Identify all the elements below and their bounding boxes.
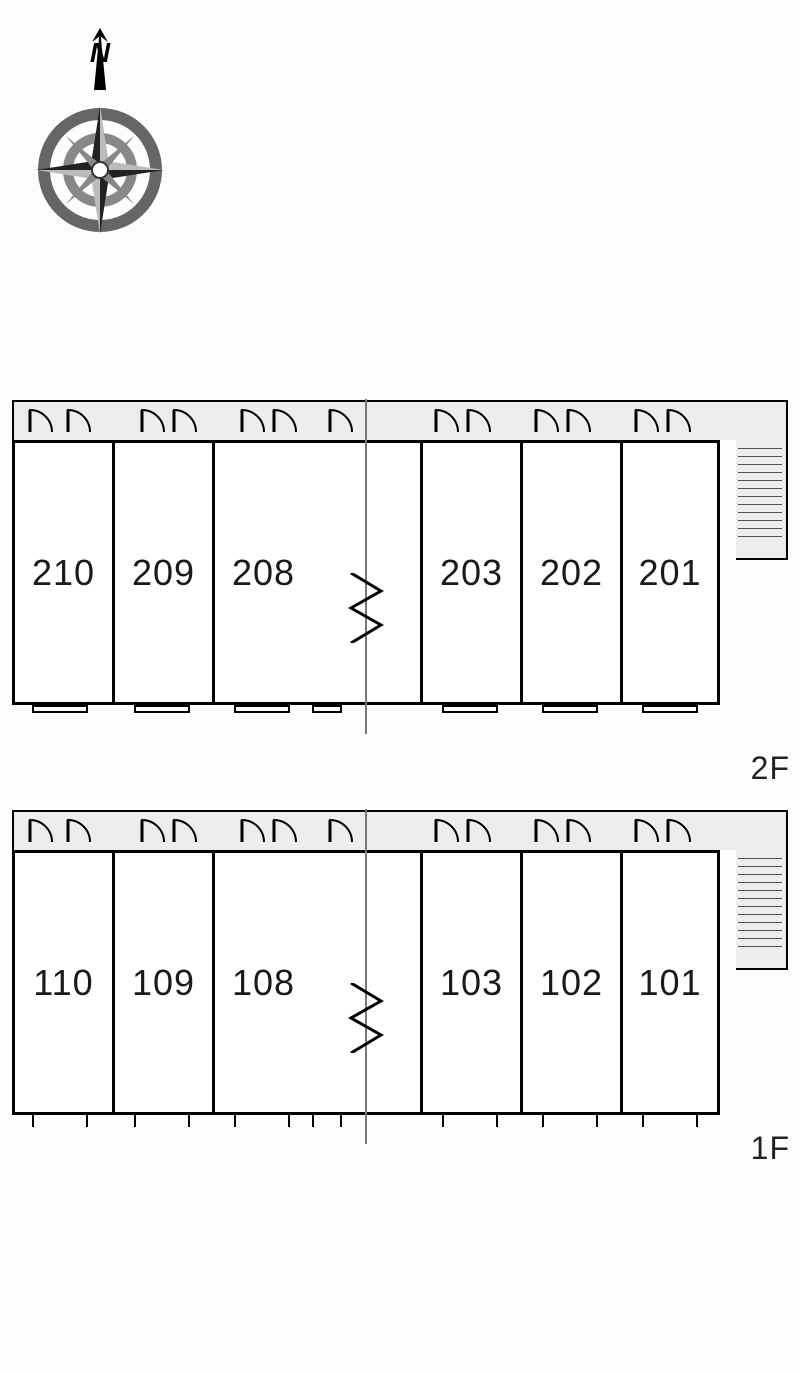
stair-2f <box>736 400 788 560</box>
room-109: 109 <box>112 850 212 1115</box>
rooms-1f: 110 109 108 103 102 101 <box>12 850 720 1115</box>
door-icon <box>666 406 694 434</box>
room-110: 110 <box>12 850 112 1115</box>
tick-icon <box>32 1115 88 1127</box>
compass-n-label: N <box>90 37 111 68</box>
balcony-icon <box>642 705 698 713</box>
balcony-icon <box>542 705 598 713</box>
room-label: 210 <box>32 552 95 594</box>
door-icon <box>328 816 356 844</box>
floor-label-1f: 1F <box>751 1130 790 1167</box>
door-icon <box>140 816 168 844</box>
room-103: 103 <box>420 850 520 1115</box>
break-mark-icon <box>341 983 391 1053</box>
tick-icon <box>312 1115 342 1127</box>
door-icon <box>434 816 462 844</box>
ticks-1f <box>12 1115 720 1139</box>
door-icon <box>328 406 356 434</box>
door-icon <box>534 406 562 434</box>
stair-lines-icon <box>738 448 782 558</box>
tick-icon <box>134 1115 190 1127</box>
room-102: 102 <box>520 850 620 1115</box>
room-208: 208 <box>212 440 312 705</box>
door-icon <box>240 816 268 844</box>
door-icon <box>272 816 300 844</box>
door-icon <box>666 816 694 844</box>
room-label: 208 <box>232 552 295 594</box>
room-label: 109 <box>132 962 195 1004</box>
room-203: 203 <box>420 440 520 705</box>
rooms-2f: 210 209 208 203 202 201 <box>12 440 720 705</box>
room-label: 203 <box>440 552 503 594</box>
room-label: 202 <box>540 552 603 594</box>
room-201: 201 <box>620 440 720 705</box>
break-mark-icon <box>341 573 391 643</box>
door-icon <box>28 406 56 434</box>
door-icon <box>240 406 268 434</box>
door-icon <box>466 406 494 434</box>
tick-icon <box>442 1115 498 1127</box>
room-101: 101 <box>620 850 720 1115</box>
room-label: 102 <box>540 962 603 1004</box>
door-icon <box>566 816 594 844</box>
floor-plan-page: N <box>0 0 800 1373</box>
balcony-icon <box>442 705 498 713</box>
door-icon <box>534 816 562 844</box>
door-icon <box>140 406 168 434</box>
balcony-icon <box>32 705 88 713</box>
compass-icon: N <box>20 20 180 250</box>
room-label: 201 <box>638 552 701 594</box>
door-icon <box>434 406 462 434</box>
room-label: 103 <box>440 962 503 1004</box>
door-icon <box>66 406 94 434</box>
balcony-icon <box>312 705 342 713</box>
door-icon <box>634 406 662 434</box>
door-icon <box>466 816 494 844</box>
room-108: 108 <box>212 850 312 1115</box>
door-icon <box>172 816 200 844</box>
balcony-icon <box>134 705 190 713</box>
break-spacer <box>312 850 420 1115</box>
stair-lines-icon <box>738 858 782 968</box>
room-210: 210 <box>12 440 112 705</box>
door-icon <box>172 406 200 434</box>
door-icon <box>66 816 94 844</box>
door-icon <box>28 816 56 844</box>
break-spacer <box>312 440 420 705</box>
room-label: 209 <box>132 552 195 594</box>
balconies-2f <box>12 705 720 729</box>
room-label: 110 <box>33 962 93 1004</box>
tick-icon <box>642 1115 698 1127</box>
stair-1f <box>736 810 788 970</box>
room-209: 209 <box>112 440 212 705</box>
balcony-icon <box>234 705 290 713</box>
tick-icon <box>234 1115 290 1127</box>
door-icon <box>272 406 300 434</box>
room-202: 202 <box>520 440 620 705</box>
door-icon <box>634 816 662 844</box>
room-label: 101 <box>638 962 701 1004</box>
door-icon <box>566 406 594 434</box>
floor-label-2f: 2F <box>751 750 790 787</box>
compass-rose: N <box>20 20 180 255</box>
room-label: 108 <box>232 962 295 1004</box>
tick-icon <box>542 1115 598 1127</box>
